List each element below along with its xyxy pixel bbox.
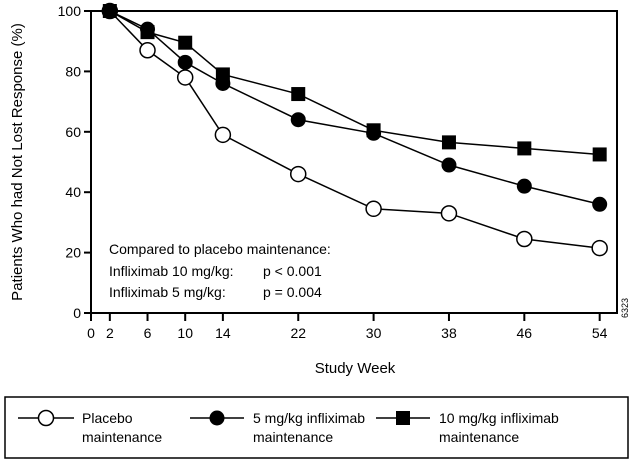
figure-code: 6323 — [620, 298, 630, 318]
data-point — [140, 25, 155, 40]
legend-label: 5 mg/kg infliximab — [253, 410, 365, 426]
y-tick-label: 40 — [65, 184, 81, 200]
data-point — [591, 239, 608, 257]
y-tick-label: 60 — [65, 124, 81, 140]
y-tick-label: 100 — [58, 3, 82, 19]
filled-circle-marker-icon — [209, 410, 225, 426]
annotation-5mg-p: p = 0.004 — [263, 284, 322, 300]
data-point — [215, 67, 230, 82]
annotation-5mg-label: Infliximab 5 mg/kg: — [109, 284, 226, 300]
legend-item-10mg: 10 mg/kg infliximab maintenance — [376, 410, 559, 445]
x-tick-label: 14 — [215, 325, 231, 341]
data-point — [102, 4, 117, 18]
x-tick-label: 22 — [290, 325, 306, 341]
data-point — [289, 165, 307, 183]
y-tick-label: 0 — [73, 305, 81, 321]
legend-label: Placebo — [82, 410, 133, 426]
data-point — [291, 87, 306, 102]
legend: Placebo maintenance 5 mg/kg infliximab m… — [4, 396, 629, 459]
legend-label: maintenance — [253, 429, 333, 445]
x-tick-label: 30 — [366, 325, 382, 341]
legend-item-placebo: Placebo maintenance — [18, 409, 162, 445]
data-point — [176, 69, 194, 86]
series-2 — [102, 4, 607, 162]
annotation-10mg-p: p < 0.001 — [263, 263, 322, 279]
data-point — [365, 200, 382, 218]
data-point — [592, 147, 607, 162]
x-axis-label: Study Week — [315, 360, 396, 377]
data-point — [516, 178, 532, 194]
series-layer — [101, 2, 608, 257]
x-tick-label: 46 — [517, 325, 533, 341]
y-axis-label: Patients Who had Not Lost Response (%) — [9, 23, 26, 301]
annotation-10mg-label: Infliximab 10 mg/kg: — [109, 263, 234, 279]
data-point — [177, 54, 193, 70]
data-point — [517, 141, 532, 156]
x-tick-label: 0 — [87, 325, 95, 341]
data-point — [441, 157, 457, 173]
data-point — [441, 135, 456, 150]
data-point — [366, 123, 381, 138]
x-tick-label: 2 — [106, 325, 114, 341]
open-circle-marker-icon — [37, 409, 55, 427]
legend-label: 10 mg/kg infliximab — [439, 410, 559, 426]
plot-frame — [90, 10, 618, 314]
data-point — [440, 205, 458, 222]
x-tick-label: 54 — [592, 325, 608, 341]
legend-label: maintenance — [439, 429, 519, 445]
data-point — [139, 42, 156, 59]
annotation-title: Compared to placebo maintenance: — [109, 241, 331, 257]
filled-square-marker-icon — [396, 411, 410, 425]
data-point — [214, 126, 232, 144]
y-tick-label: 20 — [65, 245, 81, 261]
y-tick-label: 80 — [65, 63, 81, 79]
legend-item-5mg: 5 mg/kg infliximab maintenance — [190, 410, 365, 445]
data-point — [516, 230, 533, 248]
data-point — [592, 196, 608, 212]
legend-label: maintenance — [82, 429, 162, 445]
data-point — [290, 112, 306, 128]
x-tick-label: 6 — [144, 325, 152, 341]
x-tick-label: 10 — [177, 325, 193, 341]
data-point — [178, 35, 193, 50]
series-1 — [102, 3, 608, 212]
x-tick-label: 38 — [441, 325, 457, 341]
